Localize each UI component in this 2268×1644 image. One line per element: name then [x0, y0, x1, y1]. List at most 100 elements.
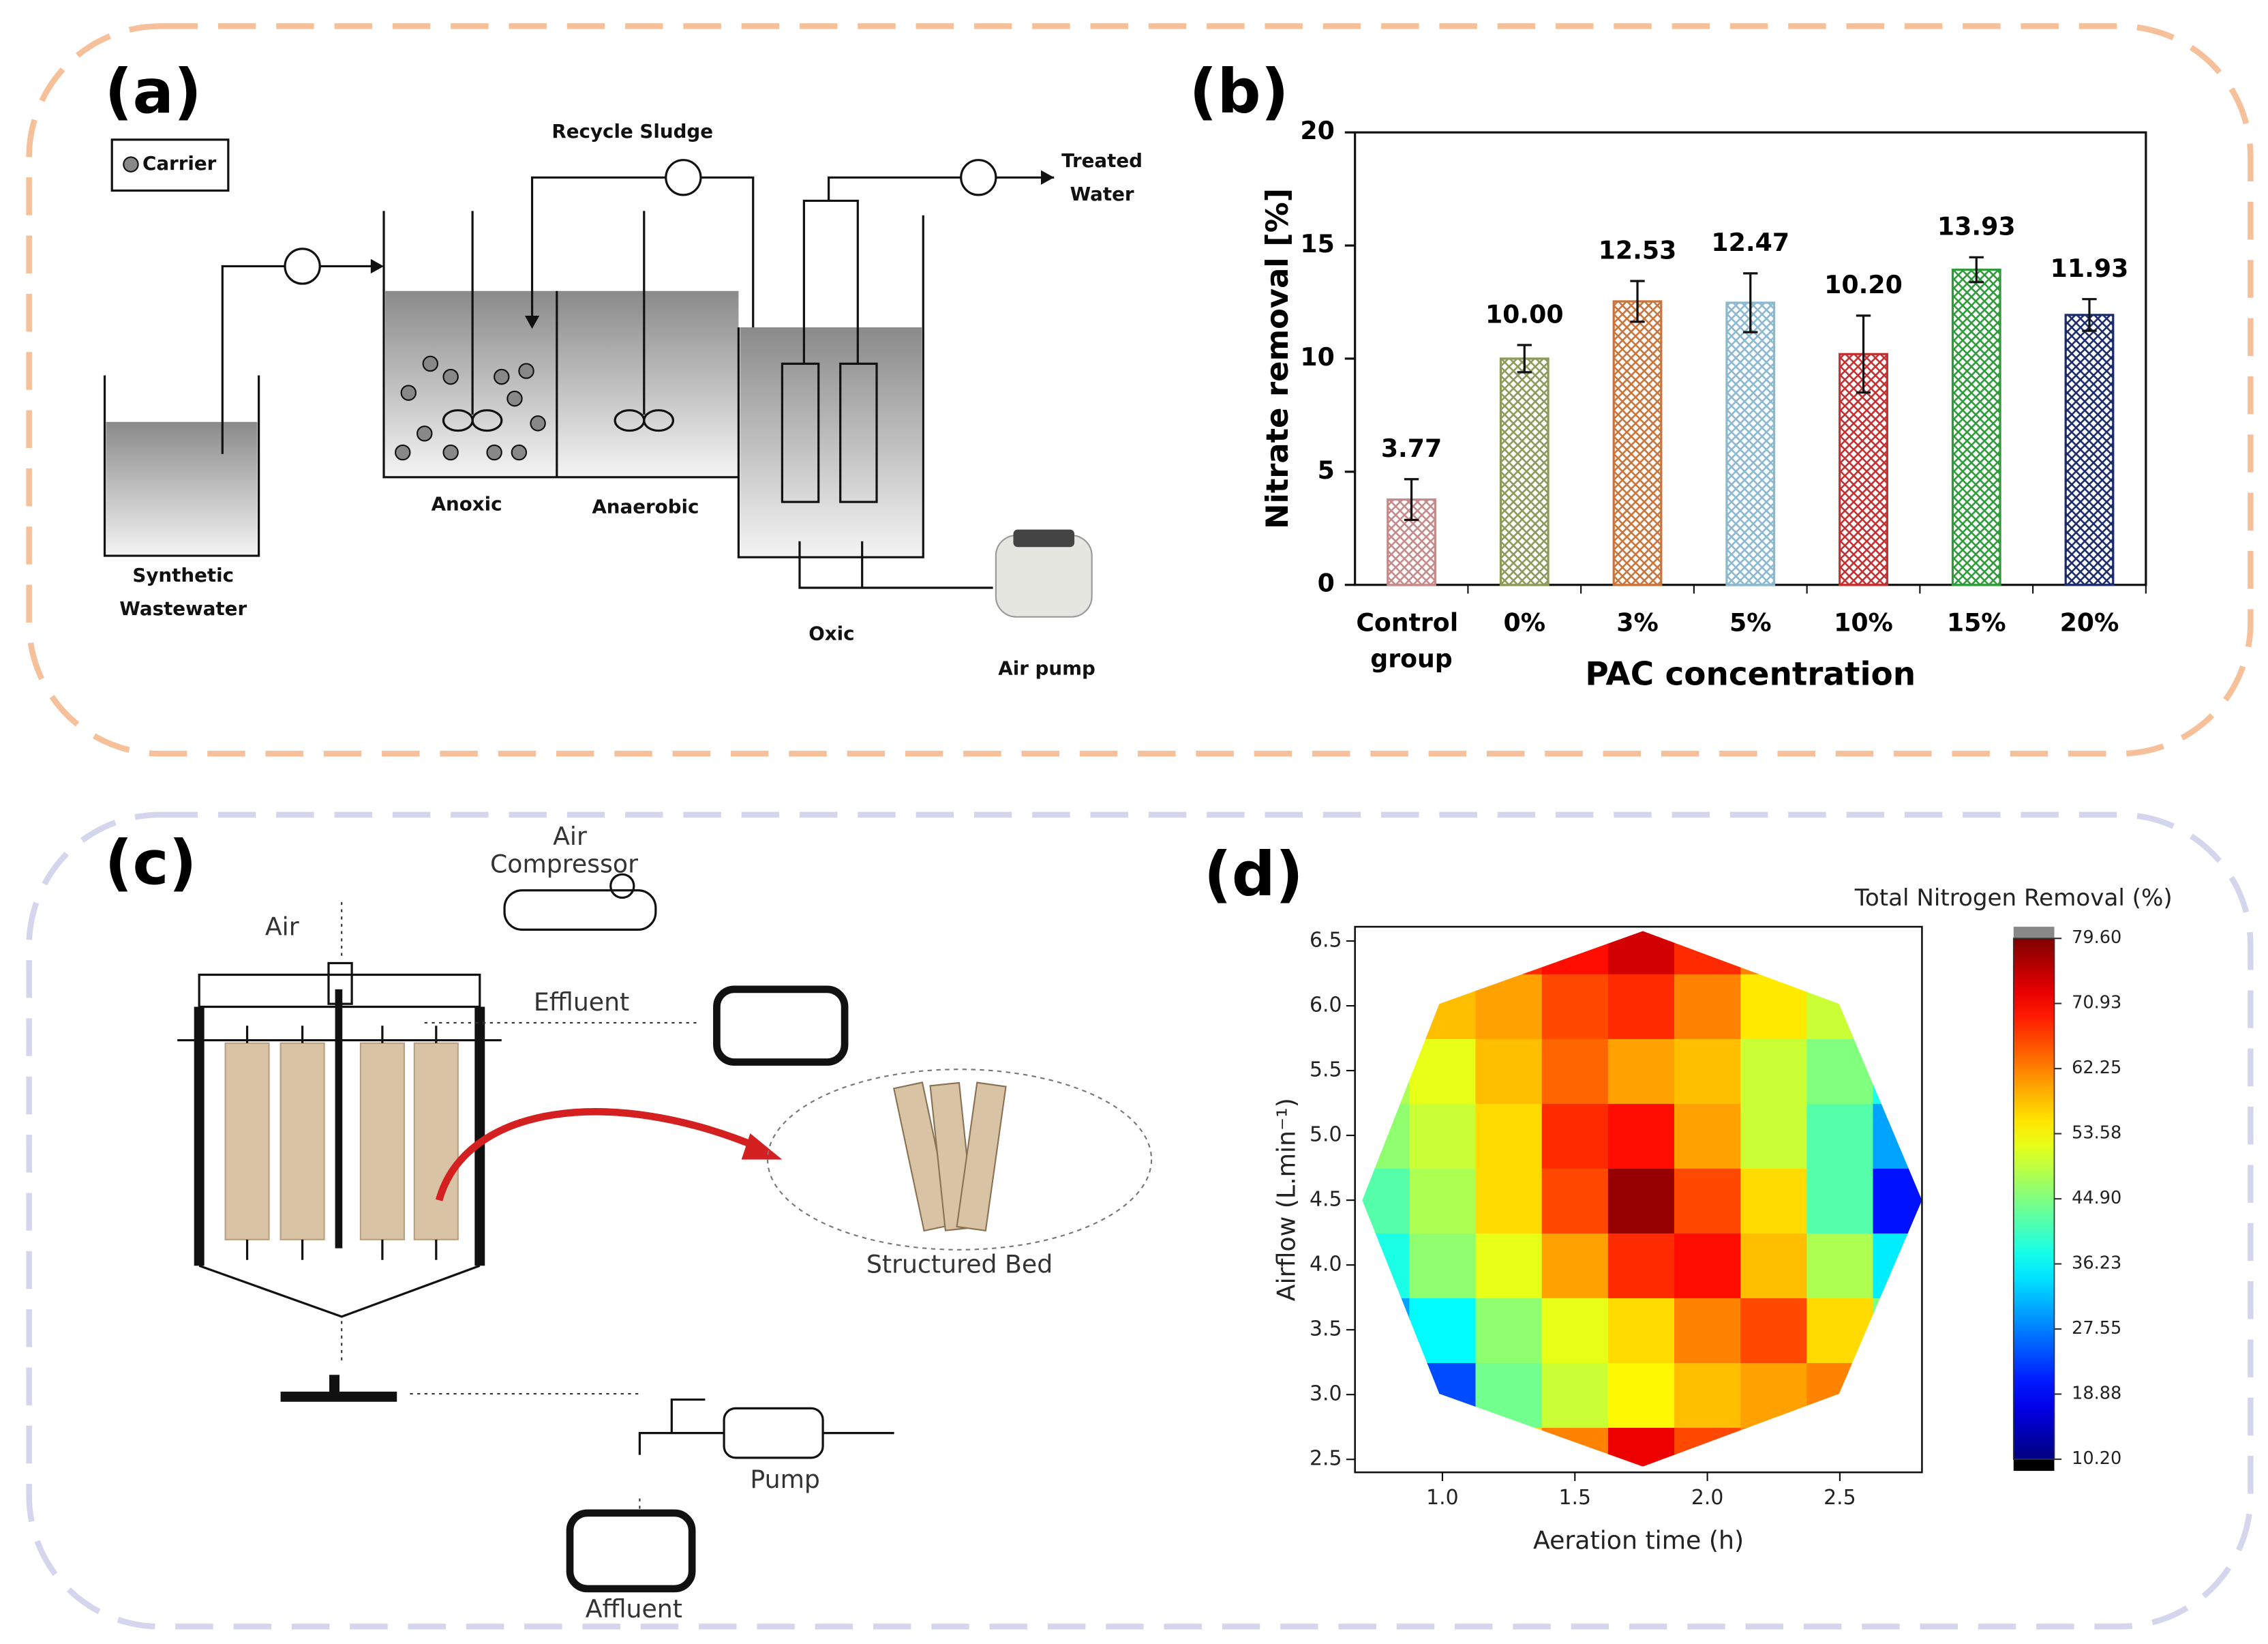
x-axis-title: Aeration time (h): [1533, 1526, 1744, 1555]
value-label: 13.93: [1937, 212, 2016, 241]
carrier-icon: [123, 156, 139, 173]
bar: [2064, 314, 2115, 586]
reactor-wall: [194, 1006, 485, 1266]
bed-zoom: [766, 1068, 1153, 1251]
valve: [280, 1375, 397, 1402]
label: Structured Bed: [866, 1249, 1053, 1279]
water: [385, 290, 739, 477]
contour-cell: [1409, 1167, 1477, 1234]
x-tick-label: 1.0: [1426, 1486, 1458, 1510]
x-tick-label: 1.5: [1559, 1486, 1591, 1510]
contour-cell: [1674, 1362, 1742, 1428]
red-arrow: [741, 1133, 783, 1160]
label: Synthetic: [132, 564, 234, 586]
y-tick-label: 6.5: [1310, 929, 1342, 953]
label: Treated: [1061, 149, 1143, 172]
label: Water: [1070, 183, 1134, 205]
y-tick-label: 20: [1300, 116, 1334, 145]
contour-cell: [1475, 1426, 1543, 1467]
contour-cell: [1806, 1232, 1874, 1298]
contour-cell: [1607, 931, 1676, 974]
contour-cell: [1806, 1297, 1874, 1363]
contour-field: [1362, 931, 1922, 1467]
contour-cell: [1873, 1103, 1922, 1169]
colorbar-tick-label: 27.55: [2072, 1318, 2121, 1339]
y-tick-label: 4.0: [1310, 1253, 1342, 1276]
contour-cell: [1475, 931, 1543, 974]
contour-cell: [1740, 1167, 1808, 1234]
contour-cell: [1541, 1232, 1609, 1298]
arrow: [1041, 170, 1055, 185]
y-tick-label: 15: [1300, 229, 1334, 258]
colorbar-tick-label: 53.58: [2072, 1123, 2121, 1144]
contour-cell: [1674, 931, 1742, 974]
x-tick-label: 3%: [1616, 608, 1659, 637]
pump: [960, 159, 997, 196]
panel-frame: [26, 811, 2254, 1630]
contour-cell: [1541, 931, 1609, 974]
contour-cell: [1740, 1426, 1808, 1467]
contour-cell: [1740, 1362, 1808, 1428]
contour-cell: [1409, 1103, 1477, 1169]
y-tick-label: 10: [1300, 342, 1334, 372]
bed-columns: [224, 1042, 459, 1240]
reactor-diagram: Air Compressor Air Effluent Structured B…: [177, 822, 1153, 1624]
bed-photo: [892, 1081, 1007, 1232]
colorbar-title: Total Nitrogen Removal (%): [1854, 884, 2173, 912]
value-label: 12.47: [1711, 228, 1789, 257]
contour-cell: [1806, 1103, 1874, 1169]
contour-chart: 1.0 1.5 2.0 2.5 2.5 3.0 3.5 4.0 4.5 5.0 5.5 6.0 6.5 A…: [1272, 884, 2173, 1555]
water: [106, 421, 258, 556]
y-tick-label: 6.0: [1310, 993, 1342, 1017]
flow-line: [341, 901, 698, 1586]
x-tick-label: Control group: [1356, 608, 1466, 673]
colorbar-cap: [2013, 1459, 2055, 1471]
y-tick-label: 0: [1318, 569, 1335, 598]
legend-text: Carrier: [142, 152, 217, 175]
x-tick-label: 2.5: [1824, 1486, 1856, 1510]
panel-frame: [26, 23, 2254, 757]
bar: [1612, 300, 1663, 586]
label: Air pump: [998, 657, 1095, 679]
contour-cell: [1541, 1167, 1609, 1234]
value-label: 12.53: [1599, 235, 1677, 265]
colorbar-tick-label: 36.23: [2072, 1253, 2121, 1274]
value-label: 10.00: [1485, 299, 1564, 329]
contour-cell: [1873, 973, 1922, 1039]
value-label: 10.20: [1824, 270, 1903, 299]
contour-cell: [1409, 1297, 1477, 1363]
contour-cell: [1541, 1426, 1609, 1467]
contour-cell: [1541, 1362, 1609, 1428]
colorbar-tick-label: 18.88: [2072, 1383, 2121, 1403]
column-rods: [245, 1026, 438, 1260]
contour-cell: [1674, 973, 1742, 1039]
pump-icon: [723, 1407, 824, 1459]
x-tick-label: 5%: [1729, 608, 1772, 637]
tank: [737, 215, 924, 558]
contour-cell: [1674, 1426, 1742, 1467]
contour-cell: [1674, 1103, 1742, 1169]
y-tick-label: 3.5: [1310, 1317, 1342, 1341]
contour-cell: [1607, 1426, 1676, 1467]
panel-label: (c): [105, 828, 197, 899]
contour-cell: [1409, 1362, 1477, 1428]
process-diagram: Carrier Recycle Sludge Treated Water Syn…: [103, 120, 1143, 679]
colorbar-tick-label: 10.20: [2072, 1448, 2121, 1469]
y-tick-label: 4.5: [1310, 1188, 1342, 1212]
contour-cell: [1873, 1232, 1922, 1298]
contour-cell: [1607, 973, 1676, 1039]
contour-cell: [1740, 1103, 1808, 1169]
pump-icon: [638, 1398, 894, 1455]
contour-cell: [1806, 1167, 1874, 1234]
label: Pump: [750, 1465, 820, 1494]
error-bar: [2082, 298, 2097, 332]
contour-cell: [1607, 1362, 1676, 1428]
contour-cell: [1740, 1297, 1808, 1363]
x-tick-label: 20%: [2060, 608, 2119, 637]
contour-cell: [1607, 1297, 1676, 1363]
contour-cell: [1475, 1232, 1543, 1298]
colorbar-tick-label: 44.90: [2072, 1188, 2121, 1208]
contour-cell: [1674, 1038, 1742, 1104]
y-tick-label: 2.5: [1310, 1447, 1342, 1471]
x-tick-label: 15%: [1947, 608, 2006, 637]
